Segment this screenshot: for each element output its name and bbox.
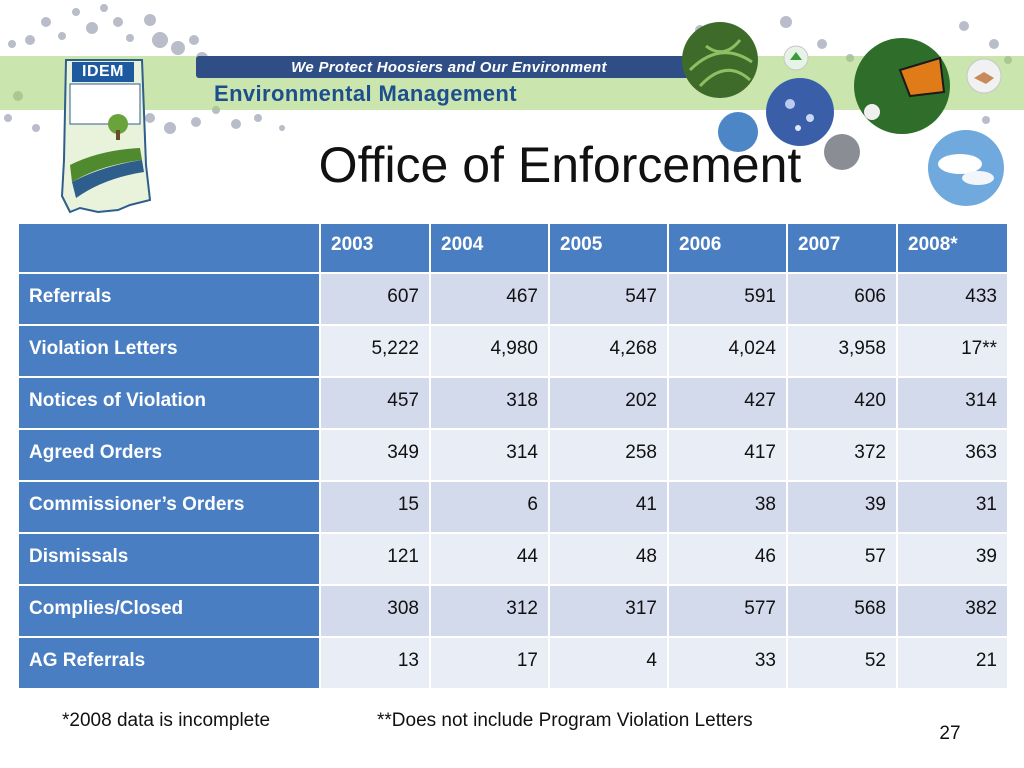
idem-logo-text: IDEM [72,62,134,82]
row-label: Complies/Closed [17,584,321,638]
table-cell: 317 [548,584,669,638]
page-title: Office of Enforcement [318,137,802,193]
table-cell: 31 [896,480,1009,534]
table-row: Agreed Orders 349 314 258 417 372 363 [17,428,1009,482]
table-cell: 4 [548,636,669,690]
row-label: Violation Letters [17,324,321,378]
row-label: Referrals [17,272,321,326]
table-cell: 382 [896,584,1009,638]
table-cell: 4,024 [667,324,788,378]
table-cell: 363 [896,428,1009,482]
table-cell: 13 [319,636,431,690]
table-cell: 372 [786,428,898,482]
table-row: Notices of Violation 457 318 202 427 420… [17,376,1009,430]
table-row: Dismissals 121 44 48 46 57 39 [17,532,1009,586]
banner-graphics [0,4,1024,214]
corner-header [17,222,321,274]
table-header-row: 2003 2004 2005 2006 2007 2008* [17,222,1009,274]
table-cell: 427 [667,376,788,430]
table-cell: 3,958 [786,324,898,378]
row-label: AG Referrals [17,636,321,690]
table-cell: 38 [667,480,788,534]
header-photo-collage [682,22,1004,206]
table-cell: 121 [319,532,431,586]
table-cell: 577 [667,584,788,638]
table-cell: 33 [667,636,788,690]
table-cell: 17 [429,636,550,690]
table-cell: 417 [667,428,788,482]
column-header: 2008* [896,222,1009,274]
footnote-incomplete: *2008 data is incomplete [62,710,271,731]
table-cell: 4,268 [548,324,669,378]
column-header: 2007 [786,222,898,274]
table-cell: 57 [786,532,898,586]
table-cell: 4,980 [429,324,550,378]
row-label: Notices of Violation [17,376,321,430]
solar-panel-photo [718,112,758,152]
table-cell: 39 [896,532,1009,586]
table-row: Commissioner’s Orders 15 6 41 38 39 31 [17,480,1009,534]
table-row: Complies/Closed 308 312 317 577 568 382 [17,584,1009,638]
table-cell: 5,222 [319,324,431,378]
row-label: Agreed Orders [17,428,321,482]
indiana-state-outline-icon [60,59,152,214]
table-cell: 547 [548,272,669,326]
table-cell: 6 [429,480,550,534]
table-cell: 568 [786,584,898,638]
table-cell: 420 [786,376,898,430]
table-cell: 15 [319,480,431,534]
table-cell: 433 [896,272,1009,326]
table-cell: 591 [667,272,788,326]
page-number: 27 [939,723,961,744]
table-cell: 312 [429,584,550,638]
table-cell: 44 [429,532,550,586]
table-cell: 607 [319,272,431,326]
row-label: Dismissals [17,532,321,586]
table-cell: 21 [896,636,1009,690]
header-banner: IDEM We Protect Hoosiers and Our Environ… [0,0,1024,214]
table-cell: 52 [786,636,898,690]
agency-name: Environmental Management [214,81,517,106]
column-header: 2006 [667,222,788,274]
water-photo [766,78,834,146]
table-cell: 314 [896,376,1009,430]
table-cell: 318 [429,376,550,430]
table-cell: 202 [548,376,669,430]
footnote-program-letters: **Does not include Program Violation Let… [377,710,753,731]
column-header: 2005 [548,222,669,274]
table-cell: 457 [319,376,431,430]
table-cell: 46 [667,532,788,586]
tagline-bar [196,56,694,78]
table-cell: 349 [319,428,431,482]
table-cell: 314 [429,428,550,482]
table-cell: 48 [548,532,669,586]
table-cell: 308 [319,584,431,638]
building-photo [824,134,860,170]
column-header: 2003 [319,222,431,274]
table-cell: 467 [429,272,550,326]
table-row: Referrals 607 467 547 591 606 433 [17,272,1009,326]
tagline: We Protect Hoosiers and Our Environment [291,59,607,76]
table-cell: 606 [786,272,898,326]
table-cell: 39 [786,480,898,534]
table-cell: 258 [548,428,669,482]
table-row: Violation Letters 5,222 4,980 4,268 4,02… [17,324,1009,378]
table-cell: 17** [896,324,1009,378]
row-label: Commissioner’s Orders [17,480,321,534]
table-row: AG Referrals 13 17 4 33 52 21 [17,636,1009,690]
table-cell: 41 [548,480,669,534]
enforcement-table: 2003 2004 2005 2006 2007 2008* Referrals… [17,222,1009,690]
column-header: 2004 [429,222,550,274]
